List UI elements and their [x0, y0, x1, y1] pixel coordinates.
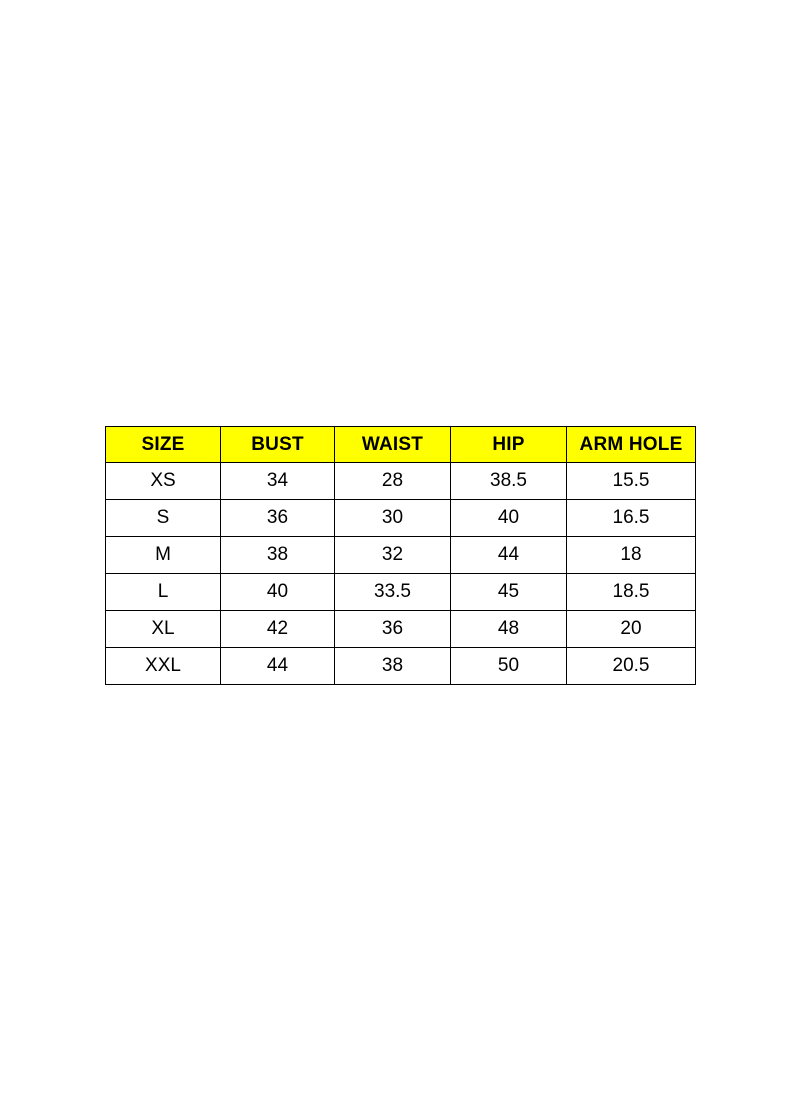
size-chart-body: XS 34 28 38.5 15.5 S 36 30 40 16.5 M 38 …: [105, 462, 696, 685]
table-row: S 36 30 40 16.5: [105, 499, 696, 537]
cell-bust: 42: [220, 610, 335, 648]
cell-size: XL: [105, 610, 221, 648]
cell-waist: 36: [334, 610, 451, 648]
column-header-waist: WAIST: [334, 426, 451, 463]
cell-waist: 28: [334, 462, 451, 500]
column-header-arm-hole: ARM HOLE: [566, 426, 696, 463]
cell-hip: 44: [450, 536, 567, 574]
cell-arm-hole: 15.5: [566, 462, 696, 500]
column-header-hip: HIP: [450, 426, 567, 463]
cell-arm-hole: 20.5: [566, 647, 696, 685]
size-chart-header: SIZE BUST WAIST HIP ARM HOLE: [105, 426, 696, 463]
cell-hip: 45: [450, 573, 567, 611]
cell-bust: 40: [220, 573, 335, 611]
cell-bust: 44: [220, 647, 335, 685]
cell-size: XXL: [105, 647, 221, 685]
cell-waist: 32: [334, 536, 451, 574]
column-header-size: SIZE: [105, 426, 221, 463]
cell-bust: 36: [220, 499, 335, 537]
table-row: L 40 33.5 45 18.5: [105, 573, 696, 611]
cell-bust: 34: [220, 462, 335, 500]
cell-hip: 38.5: [450, 462, 567, 500]
table-row: XS 34 28 38.5 15.5: [105, 462, 696, 500]
cell-hip: 48: [450, 610, 567, 648]
cell-waist: 33.5: [334, 573, 451, 611]
cell-arm-hole: 20: [566, 610, 696, 648]
cell-arm-hole: 18.5: [566, 573, 696, 611]
cell-size: M: [105, 536, 221, 574]
cell-waist: 30: [334, 499, 451, 537]
column-header-bust: BUST: [220, 426, 335, 463]
cell-size: L: [105, 573, 221, 611]
table-row: XL 42 36 48 20: [105, 610, 696, 648]
cell-arm-hole: 18: [566, 536, 696, 574]
size-chart-table: SIZE BUST WAIST HIP ARM HOLE XS 34 28 38…: [105, 426, 696, 685]
cell-bust: 38: [220, 536, 335, 574]
cell-hip: 40: [450, 499, 567, 537]
cell-size: S: [105, 499, 221, 537]
table-header-row: SIZE BUST WAIST HIP ARM HOLE: [105, 426, 696, 463]
cell-hip: 50: [450, 647, 567, 685]
cell-waist: 38: [334, 647, 451, 685]
table-row: XXL 44 38 50 20.5: [105, 647, 696, 685]
table-row: M 38 32 44 18: [105, 536, 696, 574]
cell-arm-hole: 16.5: [566, 499, 696, 537]
cell-size: XS: [105, 462, 221, 500]
